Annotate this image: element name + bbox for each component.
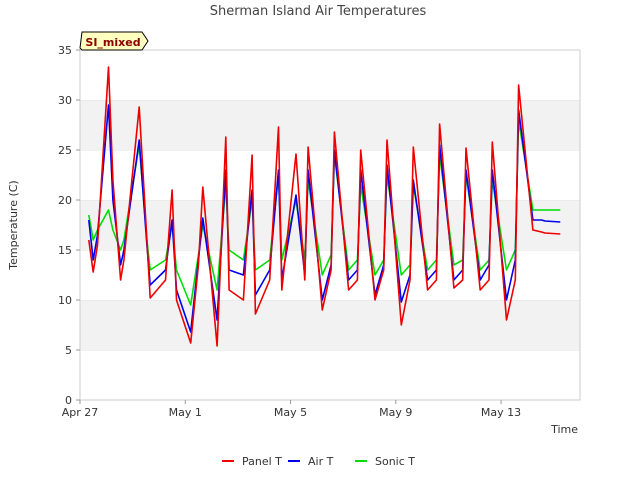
series-line-panel-t: [88, 66, 561, 347]
x-tick-label: Apr 27: [62, 406, 99, 419]
grid-band: [80, 350, 580, 400]
y-axis-ticks: 0 5 10 15 20 25 30 35: [58, 44, 80, 407]
series-lines: [88, 66, 561, 347]
legend: Panel T Air T Sonic T: [222, 455, 415, 468]
plot-bands: [80, 49, 580, 400]
grid-band: [80, 150, 580, 200]
x-tick-label: May 1: [169, 406, 202, 419]
y-axis-label: Temperature (C): [7, 180, 20, 270]
x-axis-ticks: Apr 27 May 1 May 5 May 9 May 13: [62, 400, 521, 419]
x-axis-label: Time: [550, 423, 578, 436]
legend-label: Panel T: [242, 455, 282, 468]
legend-label: Sonic T: [375, 455, 415, 468]
y-tick-label: 10: [58, 294, 72, 307]
site-badge-label: SI_mixed: [85, 36, 140, 49]
y-tick-label: 20: [58, 194, 72, 207]
x-tick-label: May 5: [274, 406, 307, 419]
grid-band: [80, 200, 580, 250]
grid-band: [80, 100, 580, 150]
y-tick-label: 15: [58, 244, 72, 257]
site-badge: SI_mixed: [79, 31, 149, 51]
y-tick-label: 0: [65, 394, 72, 407]
site-badge-box: [79, 31, 149, 51]
x-tick-label: May 9: [379, 406, 412, 419]
x-tick-label: May 13: [481, 406, 521, 419]
y-tick-label: 5: [65, 344, 72, 357]
plot-frame: [79, 49, 581, 401]
chart-title: Sherman Island Air Temperatures: [210, 4, 427, 19]
grid-band: [80, 50, 580, 100]
legend-label: Air T: [308, 455, 334, 468]
grid-band: [80, 300, 580, 350]
y-tick-label: 25: [58, 144, 72, 157]
y-tick-label: 30: [58, 94, 72, 107]
y-tick-label: 35: [58, 44, 72, 57]
